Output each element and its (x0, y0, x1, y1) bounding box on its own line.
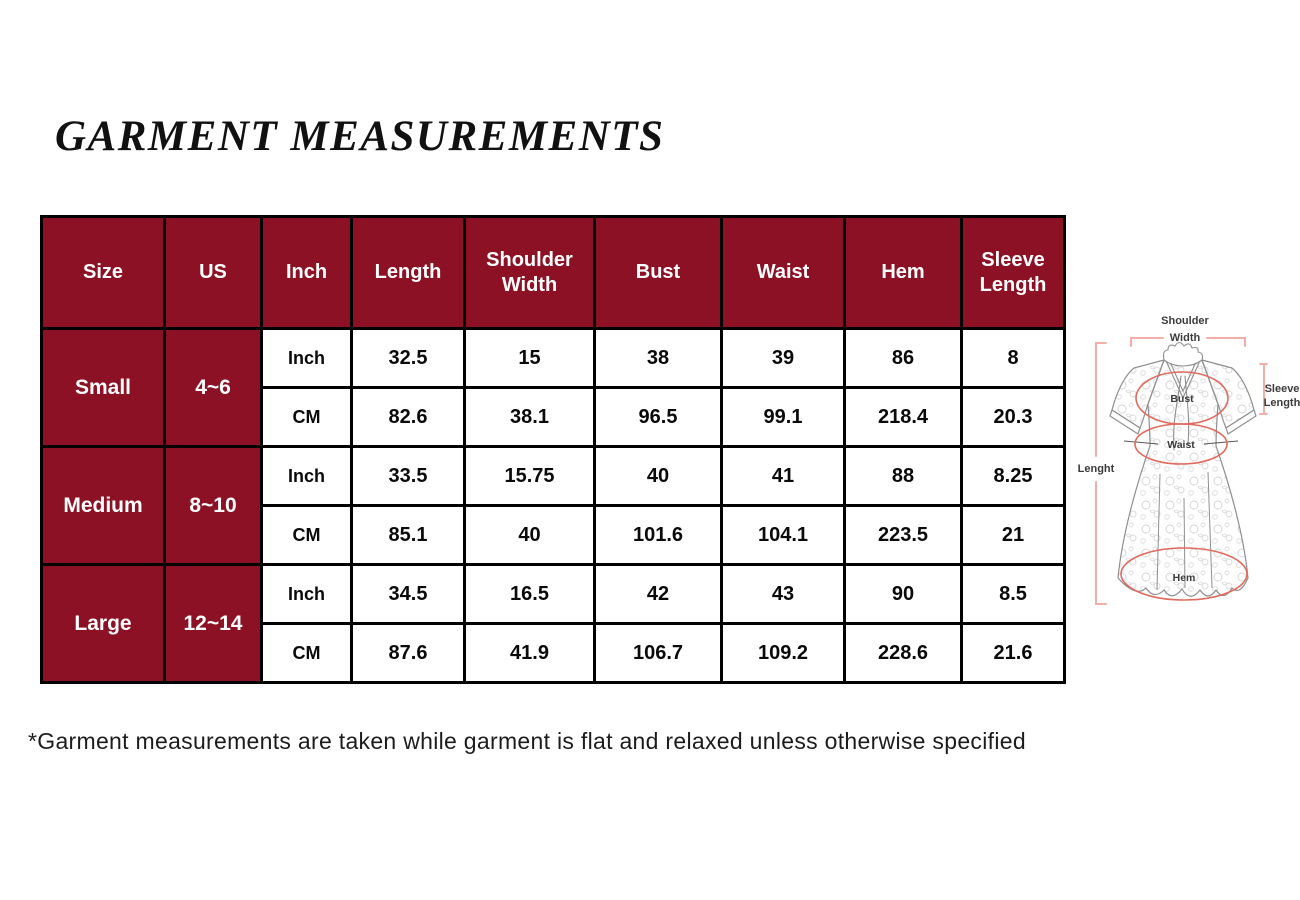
unit-cell: Inch (260, 563, 353, 625)
header-cell-length: Length (350, 215, 466, 330)
value-cell: 101.6 (593, 504, 723, 566)
table-row-large-inch: Large 12~14 Inch 34.5 16.5 42 43 90 8.5 (40, 563, 1066, 684)
header-cell-shoulder-width: Shoulder Width (463, 215, 596, 330)
value-cell: 21.6 (960, 622, 1066, 684)
value-cell: 15 (463, 327, 596, 389)
sleeve-length-bracket (1259, 363, 1268, 415)
value-cell: 8.25 (960, 445, 1066, 507)
value-cell: 96.5 (593, 386, 723, 448)
waist-ellipse (1134, 423, 1228, 465)
sleeve-length-label-line1: Sleeve (1265, 383, 1300, 395)
bust-label: Bust (1170, 393, 1194, 405)
value-cell: 32.5 (350, 327, 466, 389)
unit-cell: Inch (260, 327, 353, 389)
value-cell: 41 (720, 445, 846, 507)
waist-leader-lines (1123, 440, 1239, 445)
value-cell: 42 (593, 563, 723, 625)
value-cell: 39 (720, 327, 846, 389)
value-cell: 41.9 (463, 622, 596, 684)
skirt-fold-lines (1156, 471, 1213, 591)
unit-cell: CM (260, 386, 353, 448)
value-cell: 104.1 (720, 504, 846, 566)
value-cell: 88 (843, 445, 963, 507)
size-cell-medium: Medium (40, 445, 166, 566)
value-cell: 223.5 (843, 504, 963, 566)
length-bracket (1095, 342, 1107, 605)
header-cell-hem: Hem (843, 215, 963, 330)
dress-outline (1109, 359, 1257, 597)
value-cell: 109.2 (720, 622, 846, 684)
value-cell: 40 (593, 445, 723, 507)
size-chart-table: Size US Inch Length Shoulder Width Bust … (40, 215, 1066, 684)
value-cell: 8 (960, 327, 1066, 389)
value-cell: 228.6 (843, 622, 963, 684)
value-cell: 87.6 (350, 622, 466, 684)
measurement-ellipses (1120, 371, 1248, 601)
value-cell: 99.1 (720, 386, 846, 448)
value-cell: 40 (463, 504, 596, 566)
table-row-small-cm: CM 82.6 38.1 96.5 99.1 218.4 20.3 (42, 386, 1066, 448)
value-cell: 38 (593, 327, 723, 389)
value-cell: 106.7 (593, 622, 723, 684)
shoulder-width-bracket (1130, 337, 1246, 347)
unit-cell: CM (260, 504, 353, 566)
us-cell-small: 4~6 (163, 327, 263, 448)
value-cell: 15.75 (463, 445, 596, 507)
us-cell-large: 12~14 (163, 563, 263, 684)
waist-label: Waist (1167, 439, 1195, 451)
header-cell-bust: Bust (593, 215, 723, 330)
value-cell: 34.5 (350, 563, 466, 625)
value-cell: 33.5 (350, 445, 466, 507)
value-cell: 43 (720, 563, 846, 625)
us-cell-medium: 8~10 (163, 445, 263, 566)
unit-cell: CM (260, 622, 353, 684)
value-cell: 85.1 (350, 504, 466, 566)
value-cell: 90 (843, 563, 963, 625)
value-cell: 20.3 (960, 386, 1066, 448)
header-cell-unit: Inch (260, 215, 353, 330)
unit-cell: Inch (260, 445, 353, 507)
hem-ellipse (1120, 547, 1248, 601)
value-cell: 38.1 (463, 386, 596, 448)
table-row-large-cm: CM 87.6 41.9 106.7 109.2 228.6 21.6 (42, 622, 1066, 684)
shoulder-width-label-line2: Width (1170, 332, 1201, 344)
header-cell-waist: Waist (720, 215, 846, 330)
dress-measurement-diagram: Shoulder Width Sleeve Length Lenght Bust… (1068, 306, 1300, 641)
dress-collar (1162, 341, 1204, 367)
table-row-medium-cm: CM 85.1 40 101.6 104.1 223.5 21 (42, 504, 1066, 566)
measurement-brackets (1095, 337, 1268, 605)
value-cell: 16.5 (463, 563, 596, 625)
hem-label: Hem (1173, 572, 1196, 584)
value-cell: 86 (843, 327, 963, 389)
value-cell: 21 (960, 504, 1066, 566)
value-cell: 82.6 (350, 386, 466, 448)
value-cell: 218.4 (843, 386, 963, 448)
header-row: Size US Inch Length Shoulder Width Bust … (40, 215, 1066, 330)
header-cell-sleeve-length: Sleeve Length (960, 215, 1066, 330)
header-cell-size: Size (40, 215, 166, 330)
sleeve-length-label-line2: Length (1264, 397, 1300, 409)
size-cell-small: Small (40, 327, 166, 448)
footnote: *Garment measurements are taken while ga… (28, 728, 1026, 754)
shoulder-width-label-line1: Shoulder (1161, 315, 1209, 327)
table-row-small-inch: Small 4~6 Inch 32.5 15 38 39 86 8 (40, 327, 1066, 448)
page-title: GARMENT MEASUREMENTS (55, 113, 665, 160)
table-row-medium-inch: Medium 8~10 Inch 33.5 15.75 40 41 88 8.2… (40, 445, 1066, 566)
value-cell: 8.5 (960, 563, 1066, 625)
header-cell-us: US (163, 215, 263, 330)
length-label: Lenght (1078, 463, 1115, 475)
size-cell-large: Large (40, 563, 166, 684)
